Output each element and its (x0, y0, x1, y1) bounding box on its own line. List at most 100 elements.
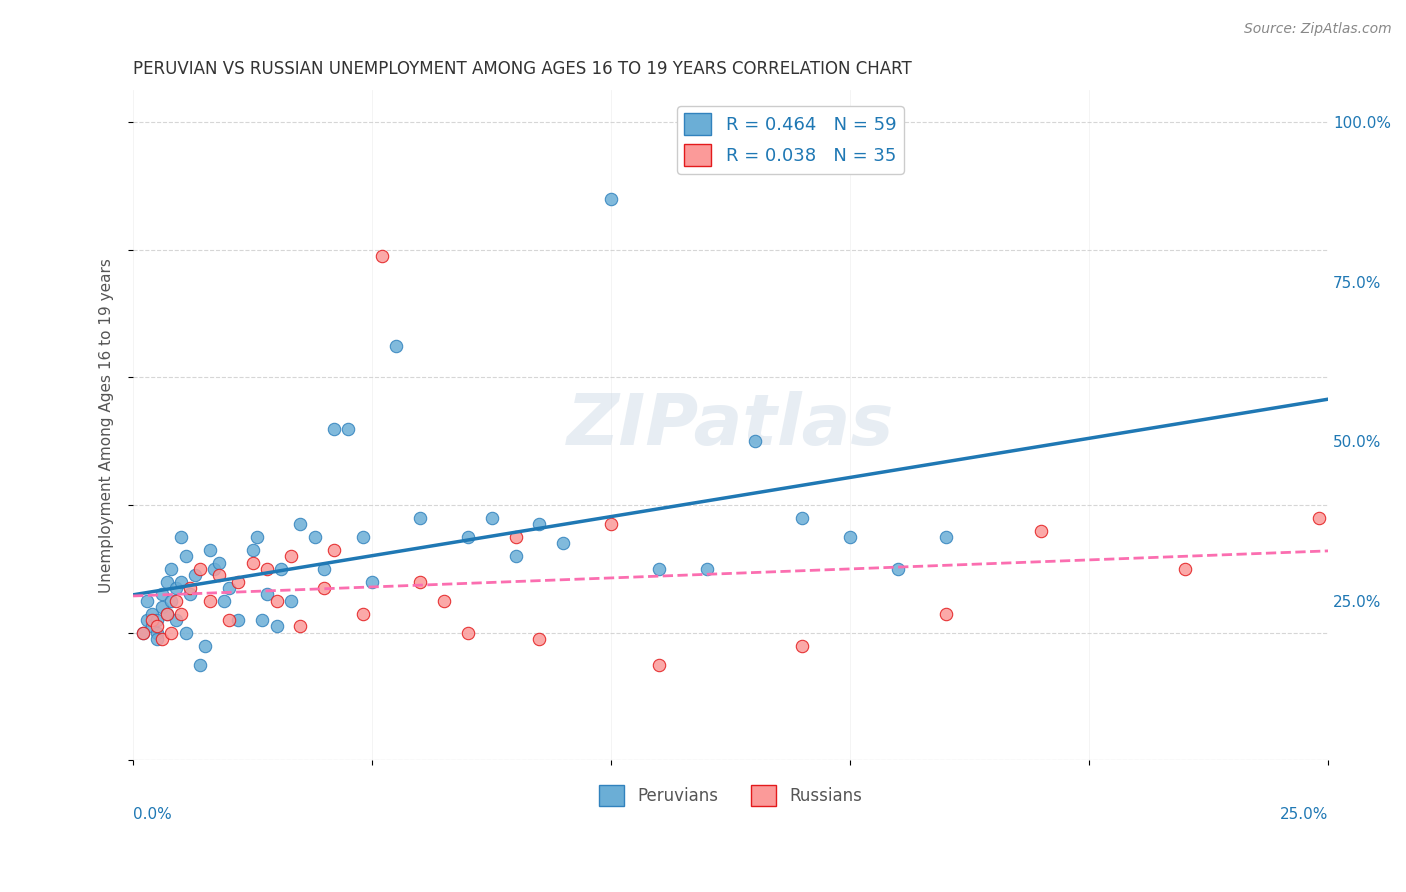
Point (212, 594, 235, 608)
Point (280, 549, 302, 564)
Point (146, 619, 169, 633)
Point (352, 530, 374, 544)
Point (256, 562, 278, 576)
Point (226, 574, 249, 589)
Point (208, 568, 231, 582)
Point (839, 530, 862, 544)
Point (744, 434, 766, 449)
Text: 25.0%: 25.0% (1279, 807, 1329, 822)
Point (131, 625, 153, 640)
Text: Source: ZipAtlas.com: Source: ZipAtlas.com (1244, 22, 1392, 37)
Point (280, 594, 302, 608)
Point (150, 632, 173, 647)
Text: 0.0%: 0.0% (134, 807, 172, 822)
Point (648, 562, 671, 576)
Point (457, 530, 479, 544)
Point (198, 594, 221, 608)
Point (174, 625, 197, 640)
Point (648, 657, 671, 672)
Point (242, 556, 264, 570)
Point (150, 600, 173, 615)
Point (266, 619, 288, 633)
Point (361, 574, 384, 589)
Point (155, 607, 177, 621)
Point (322, 542, 344, 557)
Point (246, 530, 269, 544)
Point (146, 625, 169, 640)
Point (409, 511, 432, 525)
Point (600, 517, 623, 532)
Point (160, 562, 183, 576)
Point (457, 625, 479, 640)
Point (270, 562, 292, 576)
Point (505, 549, 527, 564)
Point (792, 511, 814, 525)
Point (337, 421, 360, 435)
Point (141, 619, 163, 633)
Point (304, 530, 326, 544)
Point (505, 530, 527, 544)
Point (136, 594, 159, 608)
Point (600, 192, 623, 206)
Point (170, 574, 193, 589)
Point (290, 517, 312, 532)
Point (409, 574, 432, 589)
Point (433, 594, 456, 608)
Text: ZIPatlas: ZIPatlas (567, 391, 894, 460)
Point (314, 562, 336, 576)
Point (290, 619, 312, 633)
Point (370, 249, 392, 263)
Point (184, 568, 207, 582)
Point (188, 562, 211, 576)
Point (146, 632, 169, 647)
Point (250, 613, 273, 627)
Point (165, 594, 187, 608)
Point (198, 542, 221, 557)
Point (170, 530, 193, 544)
Point (160, 594, 183, 608)
Point (188, 657, 211, 672)
Point (1308, 511, 1330, 525)
Point (887, 562, 910, 576)
Legend: Peruvians, Russians: Peruvians, Russians (592, 779, 869, 813)
Point (385, 338, 408, 352)
Point (174, 549, 197, 564)
Point (935, 530, 957, 544)
Point (170, 607, 193, 621)
Point (696, 562, 718, 576)
Point (226, 613, 249, 627)
Point (792, 639, 814, 653)
Point (141, 613, 163, 627)
Point (150, 587, 173, 601)
Point (146, 613, 169, 627)
Point (165, 581, 187, 595)
Y-axis label: Unemployment Among Ages 16 to 19 years: Unemployment Among Ages 16 to 19 years (100, 258, 114, 593)
Point (179, 587, 201, 601)
Point (141, 607, 163, 621)
Point (553, 536, 575, 550)
Text: PERUVIAN VS RUSSIAN UNEMPLOYMENT AMONG AGES 16 TO 19 YEARS CORRELATION CHART: PERUVIAN VS RUSSIAN UNEMPLOYMENT AMONG A… (134, 60, 912, 78)
Point (322, 421, 344, 435)
Point (131, 625, 153, 640)
Point (155, 574, 177, 589)
Point (266, 594, 288, 608)
Point (208, 556, 231, 570)
Point (179, 581, 201, 595)
Point (165, 613, 187, 627)
Point (155, 607, 177, 621)
Point (935, 607, 957, 621)
Point (242, 542, 264, 557)
Point (202, 562, 225, 576)
Point (160, 625, 183, 640)
Point (314, 581, 336, 595)
Point (1174, 562, 1197, 576)
Point (218, 581, 240, 595)
Point (352, 607, 374, 621)
Point (481, 511, 503, 525)
Point (136, 613, 159, 627)
Point (218, 613, 240, 627)
Point (256, 587, 278, 601)
Point (529, 517, 551, 532)
Point (194, 639, 217, 653)
Point (529, 632, 551, 647)
